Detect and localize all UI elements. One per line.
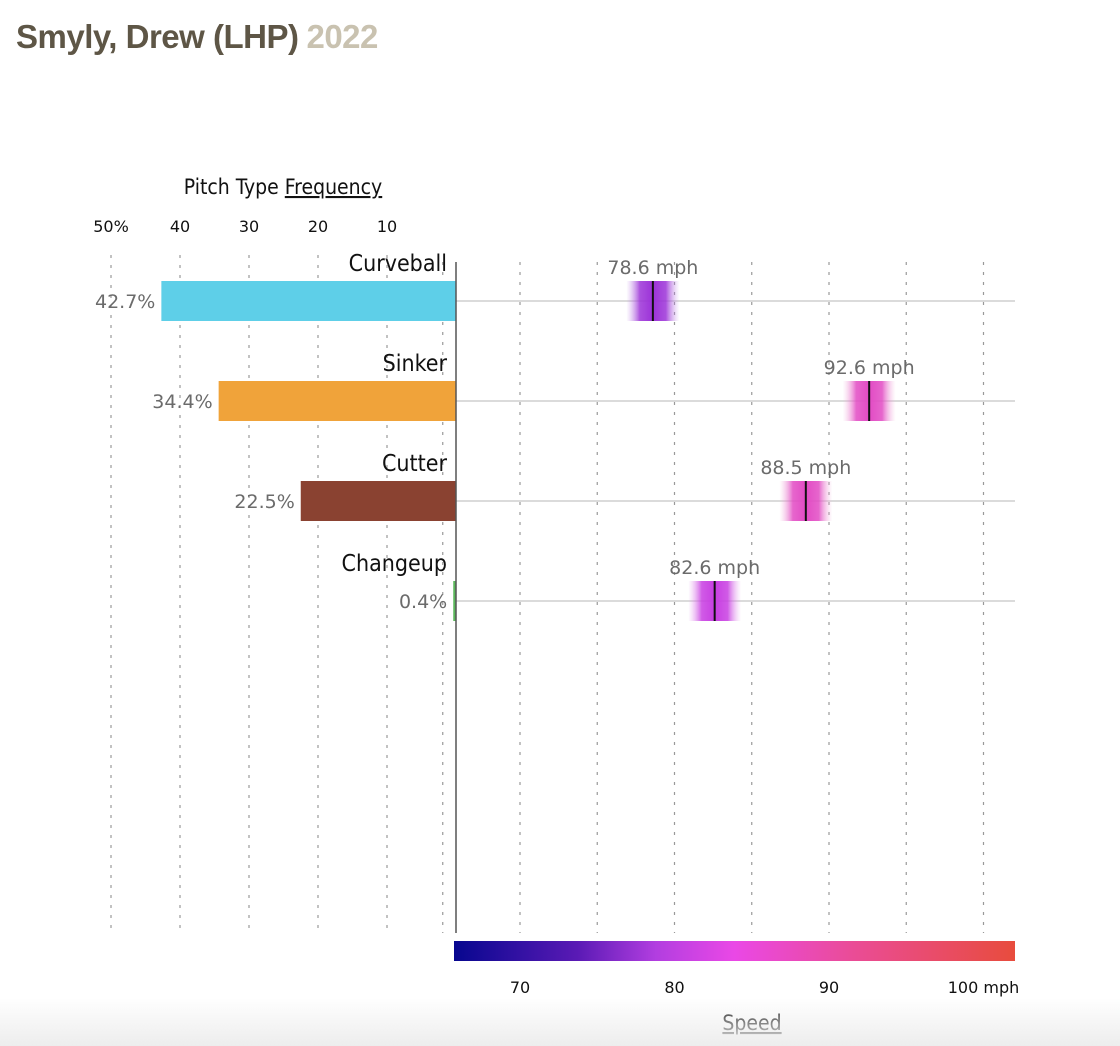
frequency-tick-label: 20 — [308, 217, 328, 236]
frequency-tick-label: 40 — [170, 217, 190, 236]
speed-scale-bar — [454, 941, 1015, 961]
frequency-axis-title: Pitch Type Frequency — [184, 175, 382, 199]
speed-tick-label: 100 mph — [948, 978, 1020, 997]
pitch-row: Sinker 34.4% 92.6 mph — [152, 351, 1015, 421]
season-year: 2022 — [306, 18, 378, 55]
pitch-type-label: Cutter — [382, 451, 448, 477]
pitch-type-label: Changeup — [342, 551, 448, 577]
frequency-value-label: 42.7% — [95, 291, 155, 313]
frequency-tick-label: 10 — [377, 217, 397, 236]
pitch-row: Curveball 42.7% 78.6 mph — [95, 251, 1015, 321]
page-title: Smyly, Drew (LHP) 2022 — [16, 18, 378, 56]
frequency-tick-label: 50% — [93, 217, 129, 236]
speed-value-label: 92.6 mph — [824, 357, 915, 379]
gridlines — [110, 255, 985, 933]
speed-tick-label: 80 — [664, 978, 684, 997]
player-name: Smyly, Drew (LHP) — [16, 18, 299, 55]
pitch-type-label: Sinker — [383, 351, 448, 377]
speed-value-label: 88.5 mph — [760, 457, 851, 479]
frequency-tick-label: 30 — [239, 217, 259, 236]
speed-tick-label: 70 — [510, 978, 530, 997]
frequency-bar — [300, 481, 456, 521]
frequency-value-label: 0.4% — [399, 591, 447, 613]
speed-value-label: 82.6 mph — [669, 557, 760, 579]
frequency-value-label: 34.4% — [152, 391, 212, 413]
frequency-value-label: 22.5% — [234, 491, 294, 513]
pitch-type-label: Curveball — [349, 251, 447, 277]
frequency-bar — [453, 581, 457, 621]
pitch-row: Changeup 0.4% 82.6 mph — [342, 551, 1015, 621]
speed-axis-title: Speed — [722, 1011, 781, 1035]
pitch-rows: Curveball 42.7% 78.6 mph Sinker 34.4% 92.6 mp… — [95, 251, 1015, 621]
speed-value-label: 78.6 mph — [607, 257, 698, 279]
pitch-row: Cutter 22.5% 88.5 mph — [234, 451, 1015, 521]
speed-tick-label: 90 — [819, 978, 839, 997]
frequency-bar — [161, 281, 456, 321]
frequency-bar — [218, 381, 456, 421]
